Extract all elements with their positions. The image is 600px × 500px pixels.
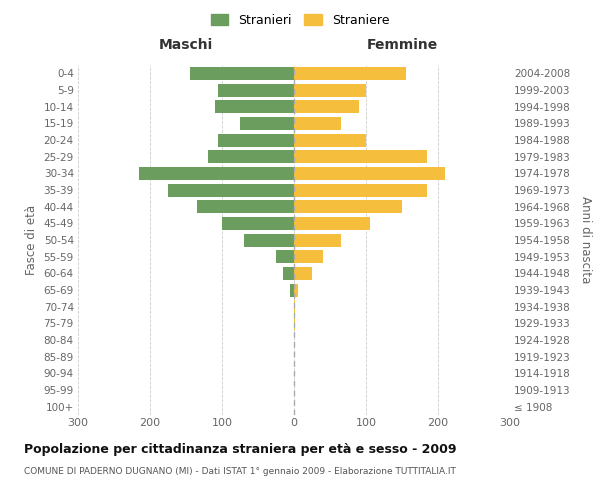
Legend: Stranieri, Straniere: Stranieri, Straniere: [206, 8, 394, 32]
Bar: [294, 167, 445, 180]
Y-axis label: Fasce di età: Fasce di età: [25, 205, 38, 275]
Bar: [294, 250, 323, 263]
Bar: [294, 67, 406, 80]
Text: COMUNE DI PADERNO DUGNANO (MI) - Dati ISTAT 1° gennaio 2009 - Elaborazione TUTTI: COMUNE DI PADERNO DUGNANO (MI) - Dati IS…: [24, 468, 456, 476]
Bar: [276, 250, 294, 263]
Bar: [294, 300, 295, 313]
Text: Femmine: Femmine: [367, 38, 437, 52]
Bar: [218, 84, 294, 96]
Bar: [222, 217, 294, 230]
Bar: [168, 184, 294, 196]
Bar: [294, 150, 427, 163]
Bar: [294, 217, 370, 230]
Bar: [294, 84, 366, 96]
Text: Popolazione per cittadinanza straniera per età e sesso - 2009: Popolazione per cittadinanza straniera p…: [24, 442, 457, 456]
Bar: [294, 200, 402, 213]
Bar: [139, 167, 294, 180]
Bar: [294, 284, 298, 296]
Bar: [283, 267, 294, 280]
Bar: [294, 117, 341, 130]
Bar: [294, 317, 295, 330]
Bar: [294, 267, 312, 280]
Bar: [294, 234, 341, 246]
Bar: [294, 184, 427, 196]
Bar: [294, 100, 359, 113]
Bar: [244, 234, 294, 246]
Bar: [218, 134, 294, 146]
Bar: [240, 117, 294, 130]
Bar: [290, 284, 294, 296]
Bar: [197, 200, 294, 213]
Y-axis label: Anni di nascita: Anni di nascita: [579, 196, 592, 284]
Bar: [208, 150, 294, 163]
Text: Maschi: Maschi: [159, 38, 213, 52]
Bar: [294, 134, 366, 146]
Bar: [190, 67, 294, 80]
Bar: [215, 100, 294, 113]
